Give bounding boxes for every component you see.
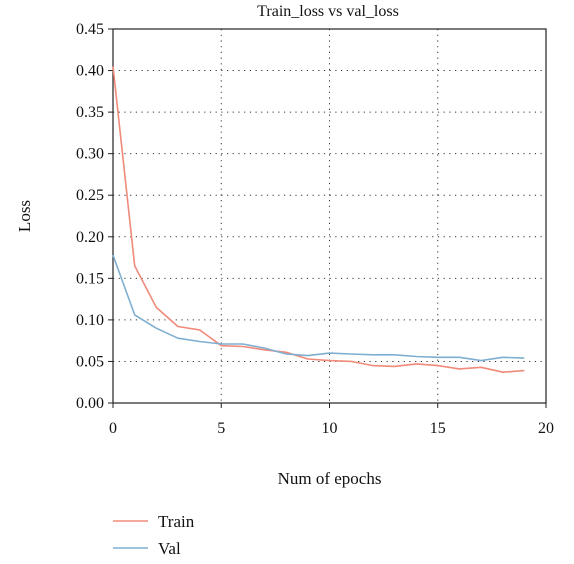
y-tick-label: 0.00 — [76, 395, 104, 412]
chart-title: Train_loss vs val_loss — [257, 3, 399, 20]
y-tick-label: 0.35 — [76, 104, 104, 121]
y-axis: 0.00 0.05 0.10 0.15 0.20 0.25 0.30 0.35 0.40 0.45 — [76, 21, 113, 412]
series-line-train — [112, 66, 525, 374]
x-tick-label: 15 — [430, 420, 446, 437]
x-axis-title: Num of epochs — [278, 469, 382, 488]
legend: Train Val — [113, 512, 195, 558]
y-tick-label: 0.25 — [76, 187, 104, 204]
y-tick-label: 0.05 — [76, 353, 104, 370]
y-axis-title: Loss — [15, 200, 34, 232]
series-lines — [112, 66, 525, 374]
series-line-val — [112, 254, 525, 362]
grid — [113, 29, 546, 403]
y-tick-label: 0.45 — [76, 21, 104, 38]
x-tick-label: 5 — [217, 420, 225, 437]
x-tick-label: 20 — [538, 420, 554, 437]
plot-area — [112, 28, 547, 404]
y-tick-label: 0.20 — [76, 229, 104, 246]
y-tick-label: 0.10 — [76, 312, 104, 329]
y-tick-label: 0.30 — [76, 146, 104, 163]
x-tick-label: 10 — [322, 420, 338, 437]
legend-label-val: Val — [158, 539, 181, 558]
legend-label-train: Train — [158, 512, 195, 531]
x-axis: 0 5 10 15 20 — [109, 403, 554, 437]
y-tick-label: 0.15 — [76, 270, 104, 287]
x-tick-label: 0 — [109, 420, 117, 437]
y-tick-label: 0.40 — [76, 63, 104, 80]
